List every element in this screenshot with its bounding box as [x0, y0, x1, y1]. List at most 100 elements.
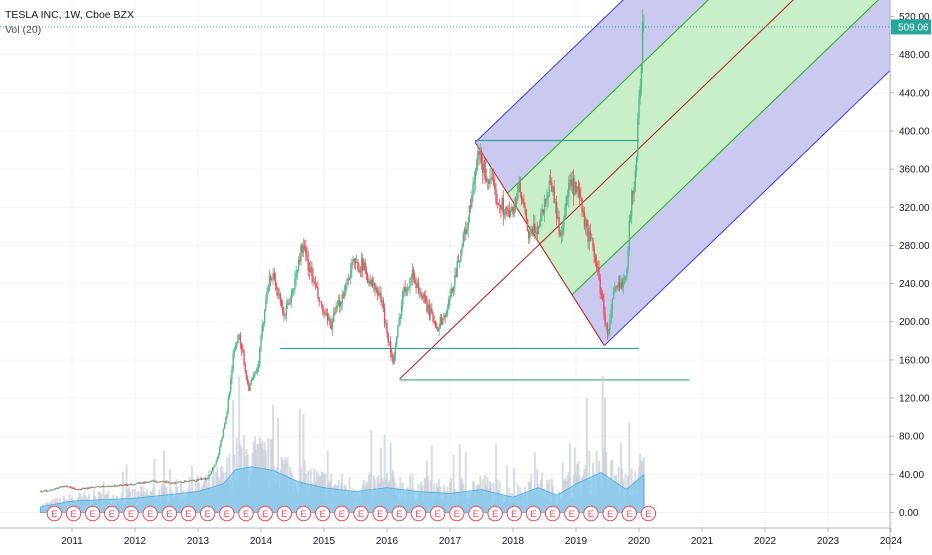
earnings-marker-label: E	[588, 509, 594, 520]
candle-body	[236, 343, 237, 347]
candle-body	[506, 207, 507, 210]
earnings-marker[interactable]: E	[220, 506, 234, 520]
candle-body	[552, 187, 553, 192]
candle-body	[369, 281, 370, 284]
candle-body	[174, 482, 175, 483]
candle-body	[102, 486, 103, 487]
candle-body	[608, 330, 609, 335]
candle-body	[355, 261, 356, 263]
candle-body	[106, 486, 107, 487]
earnings-marker[interactable]: E	[181, 506, 195, 520]
earnings-marker[interactable]: E	[450, 506, 464, 520]
candle-body	[438, 328, 439, 331]
candle-body	[402, 291, 403, 305]
earnings-marker[interactable]: E	[315, 506, 329, 520]
candle-body	[518, 182, 519, 185]
earnings-marker[interactable]: E	[105, 506, 119, 520]
earnings-marker[interactable]: E	[335, 506, 349, 520]
candle-body	[139, 483, 140, 484]
candle-body	[58, 487, 59, 488]
candle-body	[119, 485, 120, 486]
candle-body	[171, 483, 172, 484]
candle-body	[480, 151, 481, 155]
candle-body	[511, 207, 512, 211]
candle-body	[93, 487, 94, 488]
candle-body	[503, 198, 504, 215]
candle-body	[614, 287, 615, 291]
candle-body	[547, 193, 548, 198]
candle-body	[238, 335, 239, 336]
candle-body	[609, 320, 610, 329]
earnings-marker[interactable]: E	[565, 506, 579, 520]
earnings-marker[interactable]: E	[641, 506, 655, 520]
candle-body	[354, 259, 355, 261]
earnings-marker[interactable]: E	[430, 506, 444, 520]
earnings-marker[interactable]: E	[526, 506, 540, 520]
candle-body	[155, 481, 156, 482]
candle-body	[350, 270, 351, 279]
candle-body	[303, 246, 304, 253]
candle-body	[231, 369, 232, 379]
candle-body	[638, 98, 639, 119]
candle-body	[437, 329, 438, 331]
earnings-marker[interactable]: E	[392, 506, 406, 520]
earnings-marker[interactable]: E	[85, 506, 99, 520]
candle-body	[379, 293, 380, 295]
earnings-marker[interactable]: E	[622, 506, 636, 520]
candle-body	[219, 447, 220, 454]
candle-body	[149, 482, 150, 483]
candle-body	[129, 484, 130, 485]
earnings-marker[interactable]: E	[239, 506, 253, 520]
candle-body	[70, 487, 71, 488]
candle-body	[577, 186, 578, 192]
earnings-marker[interactable]: E	[277, 506, 291, 520]
candle-body	[440, 317, 441, 328]
candle-body	[596, 262, 597, 267]
candle-body	[64, 486, 65, 487]
earnings-marker[interactable]: E	[143, 506, 157, 520]
earnings-marker[interactable]: E	[200, 506, 214, 520]
candle-body	[77, 489, 78, 490]
earnings-marker[interactable]: E	[411, 506, 425, 520]
candle-body	[446, 314, 447, 317]
earnings-marker[interactable]: E	[124, 506, 138, 520]
price-axis-label: 360.00	[899, 165, 930, 176]
earnings-marker[interactable]: E	[47, 506, 61, 520]
candle-body	[264, 309, 265, 323]
candle-body	[213, 467, 214, 468]
earnings-marker[interactable]: E	[162, 506, 176, 520]
earnings-marker[interactable]: E	[66, 506, 80, 520]
earnings-marker[interactable]: E	[258, 506, 272, 520]
candle-body	[98, 486, 99, 487]
earnings-marker[interactable]: E	[545, 506, 559, 520]
candle-body	[636, 157, 637, 171]
candle-body	[54, 488, 55, 490]
candle-body	[80, 489, 81, 490]
candle-body	[635, 171, 636, 187]
earnings-marker[interactable]: E	[584, 506, 598, 520]
volume-indicator-label[interactable]: Vol (20)	[5, 23, 134, 38]
candle-body	[112, 486, 113, 487]
candle-body	[104, 486, 105, 487]
chart-title[interactable]: TESLA INC, 1W, Cboe BZX	[5, 8, 134, 23]
earnings-marker[interactable]: E	[603, 506, 617, 520]
candle-body	[345, 284, 346, 293]
earnings-marker[interactable]: E	[507, 506, 521, 520]
earnings-marker[interactable]: E	[373, 506, 387, 520]
candle-body	[556, 202, 557, 219]
candle-body	[151, 481, 152, 482]
candle-body	[121, 485, 122, 486]
earnings-marker[interactable]: E	[469, 506, 483, 520]
earnings-marker-label: E	[51, 509, 57, 520]
price-axis: 0.0040.0080.00120.00160.00200.00240.0028…	[890, 12, 930, 519]
candle-body	[136, 484, 137, 485]
candle-body	[610, 311, 611, 321]
earnings-marker[interactable]: E	[354, 506, 368, 520]
earnings-marker-label: E	[454, 509, 460, 520]
candle-body	[524, 206, 525, 209]
candle-body	[398, 319, 399, 326]
earnings-marker[interactable]: E	[296, 506, 310, 520]
earnings-marker[interactable]: E	[488, 506, 502, 520]
candle-body	[79, 489, 80, 490]
candle-body	[311, 267, 312, 276]
